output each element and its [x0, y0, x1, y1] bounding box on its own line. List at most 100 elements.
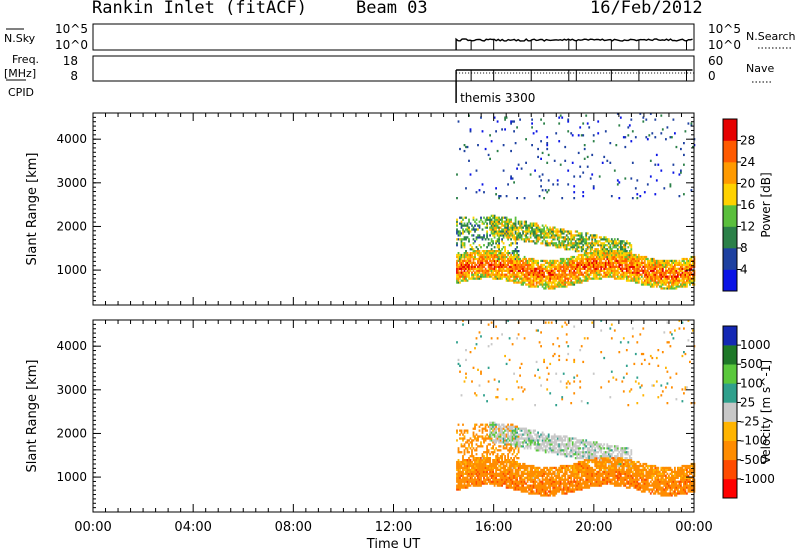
- data-cell: [687, 261, 690, 265]
- data-cell: [459, 482, 461, 485]
- data-cell: [586, 271, 589, 274]
- data-cell: [507, 427, 509, 430]
- data-cell: [456, 230, 458, 233]
- data-cell: [504, 482, 506, 485]
- data-cell: [505, 232, 508, 235]
- data-cell: [487, 153, 490, 157]
- data-cell: [522, 470, 524, 474]
- data-cell: [519, 476, 521, 479]
- data-cell: [483, 234, 485, 237]
- data-cell: [535, 470, 538, 474]
- data-cell: [564, 265, 567, 268]
- data-cell: [501, 269, 503, 272]
- data-cell: [550, 443, 553, 446]
- data-cell: [465, 255, 467, 259]
- data-cell: [621, 261, 624, 265]
- data-cell: [471, 472, 473, 475]
- data-cell: [517, 238, 520, 241]
- data-cell: [495, 474, 497, 477]
- data-cell: [475, 449, 478, 452]
- data-cell: [559, 488, 562, 491]
- data-cell: [511, 250, 514, 253]
- data-cell: [489, 427, 491, 430]
- data-cell: [657, 279, 660, 282]
- data-cell: [480, 216, 482, 219]
- data-cell: [462, 472, 464, 475]
- data-cell: [553, 271, 556, 274]
- data-cell: [541, 482, 544, 485]
- data-cell: [595, 275, 598, 278]
- data-cell: [556, 265, 559, 268]
- data-cell: [502, 472, 505, 475]
- data-cell: [538, 472, 541, 475]
- data-cell: [469, 447, 472, 450]
- data-cell: [550, 285, 553, 288]
- data-cell: [472, 447, 475, 450]
- data-cell: [484, 468, 487, 472]
- data-cell: [661, 271, 664, 274]
- data-cell: [460, 474, 463, 477]
- data-cell: [519, 277, 521, 280]
- data-cell: [486, 218, 488, 221]
- data-cell: [564, 455, 567, 458]
- data-cell: [501, 476, 503, 479]
- y-tick-label: 4000: [56, 132, 87, 146]
- data-cell: [648, 271, 651, 274]
- data-cell: [683, 193, 685, 196]
- data-cell: [532, 263, 535, 267]
- data-cell: [541, 472, 544, 475]
- data-cell: [634, 273, 637, 276]
- data-cell: [532, 259, 535, 263]
- data-cell: [558, 474, 561, 477]
- data-cell: [628, 252, 631, 255]
- data-cell: [478, 277, 481, 280]
- data-cell: [558, 122, 561, 125]
- data-cell: [528, 226, 530, 229]
- data-cell: [492, 253, 494, 257]
- data-cell: [525, 220, 527, 223]
- data-cell: [643, 273, 646, 276]
- data-cell: [598, 240, 601, 243]
- data-cell: [585, 255, 588, 259]
- data-cell: [561, 474, 564, 477]
- data-cell: [513, 236, 515, 239]
- data-cell: [499, 464, 502, 468]
- data-cell: [456, 480, 458, 483]
- data-cell: [505, 267, 508, 270]
- data-cell: [577, 275, 580, 278]
- data-cell: [559, 451, 562, 454]
- data-cell: [552, 277, 555, 280]
- data-cell: [487, 459, 490, 462]
- data-cell: [463, 279, 466, 282]
- data-cell: [462, 230, 464, 233]
- data-cell: [661, 128, 664, 131]
- data-cell: [633, 275, 636, 278]
- data-cell: [495, 480, 497, 483]
- data-cell: [549, 494, 552, 497]
- data-cell: [474, 230, 476, 233]
- data-cell: [508, 429, 511, 432]
- data-cell: [663, 279, 666, 282]
- data-cell: [561, 228, 564, 231]
- data-cell: [642, 265, 645, 268]
- data-cell: [510, 267, 512, 270]
- data-cell: [585, 263, 588, 267]
- data-cell: [651, 275, 654, 278]
- data-cell: [616, 269, 619, 272]
- data-cell: [534, 439, 536, 442]
- data-cell: [574, 242, 577, 245]
- data-cell: [466, 484, 469, 487]
- data-cell: [489, 259, 491, 263]
- data-cell: [553, 437, 556, 440]
- data-cell: [483, 472, 485, 475]
- data-cell: [588, 246, 591, 249]
- data-cell: [516, 253, 518, 257]
- data-cell: [546, 445, 549, 448]
- data-cell: [549, 486, 552, 489]
- data-cell: [628, 259, 631, 263]
- data-cell: [592, 263, 595, 267]
- data-cell: [460, 484, 463, 487]
- data-cell: [495, 222, 497, 225]
- data-cell: [513, 462, 515, 466]
- data-cell: [561, 259, 564, 263]
